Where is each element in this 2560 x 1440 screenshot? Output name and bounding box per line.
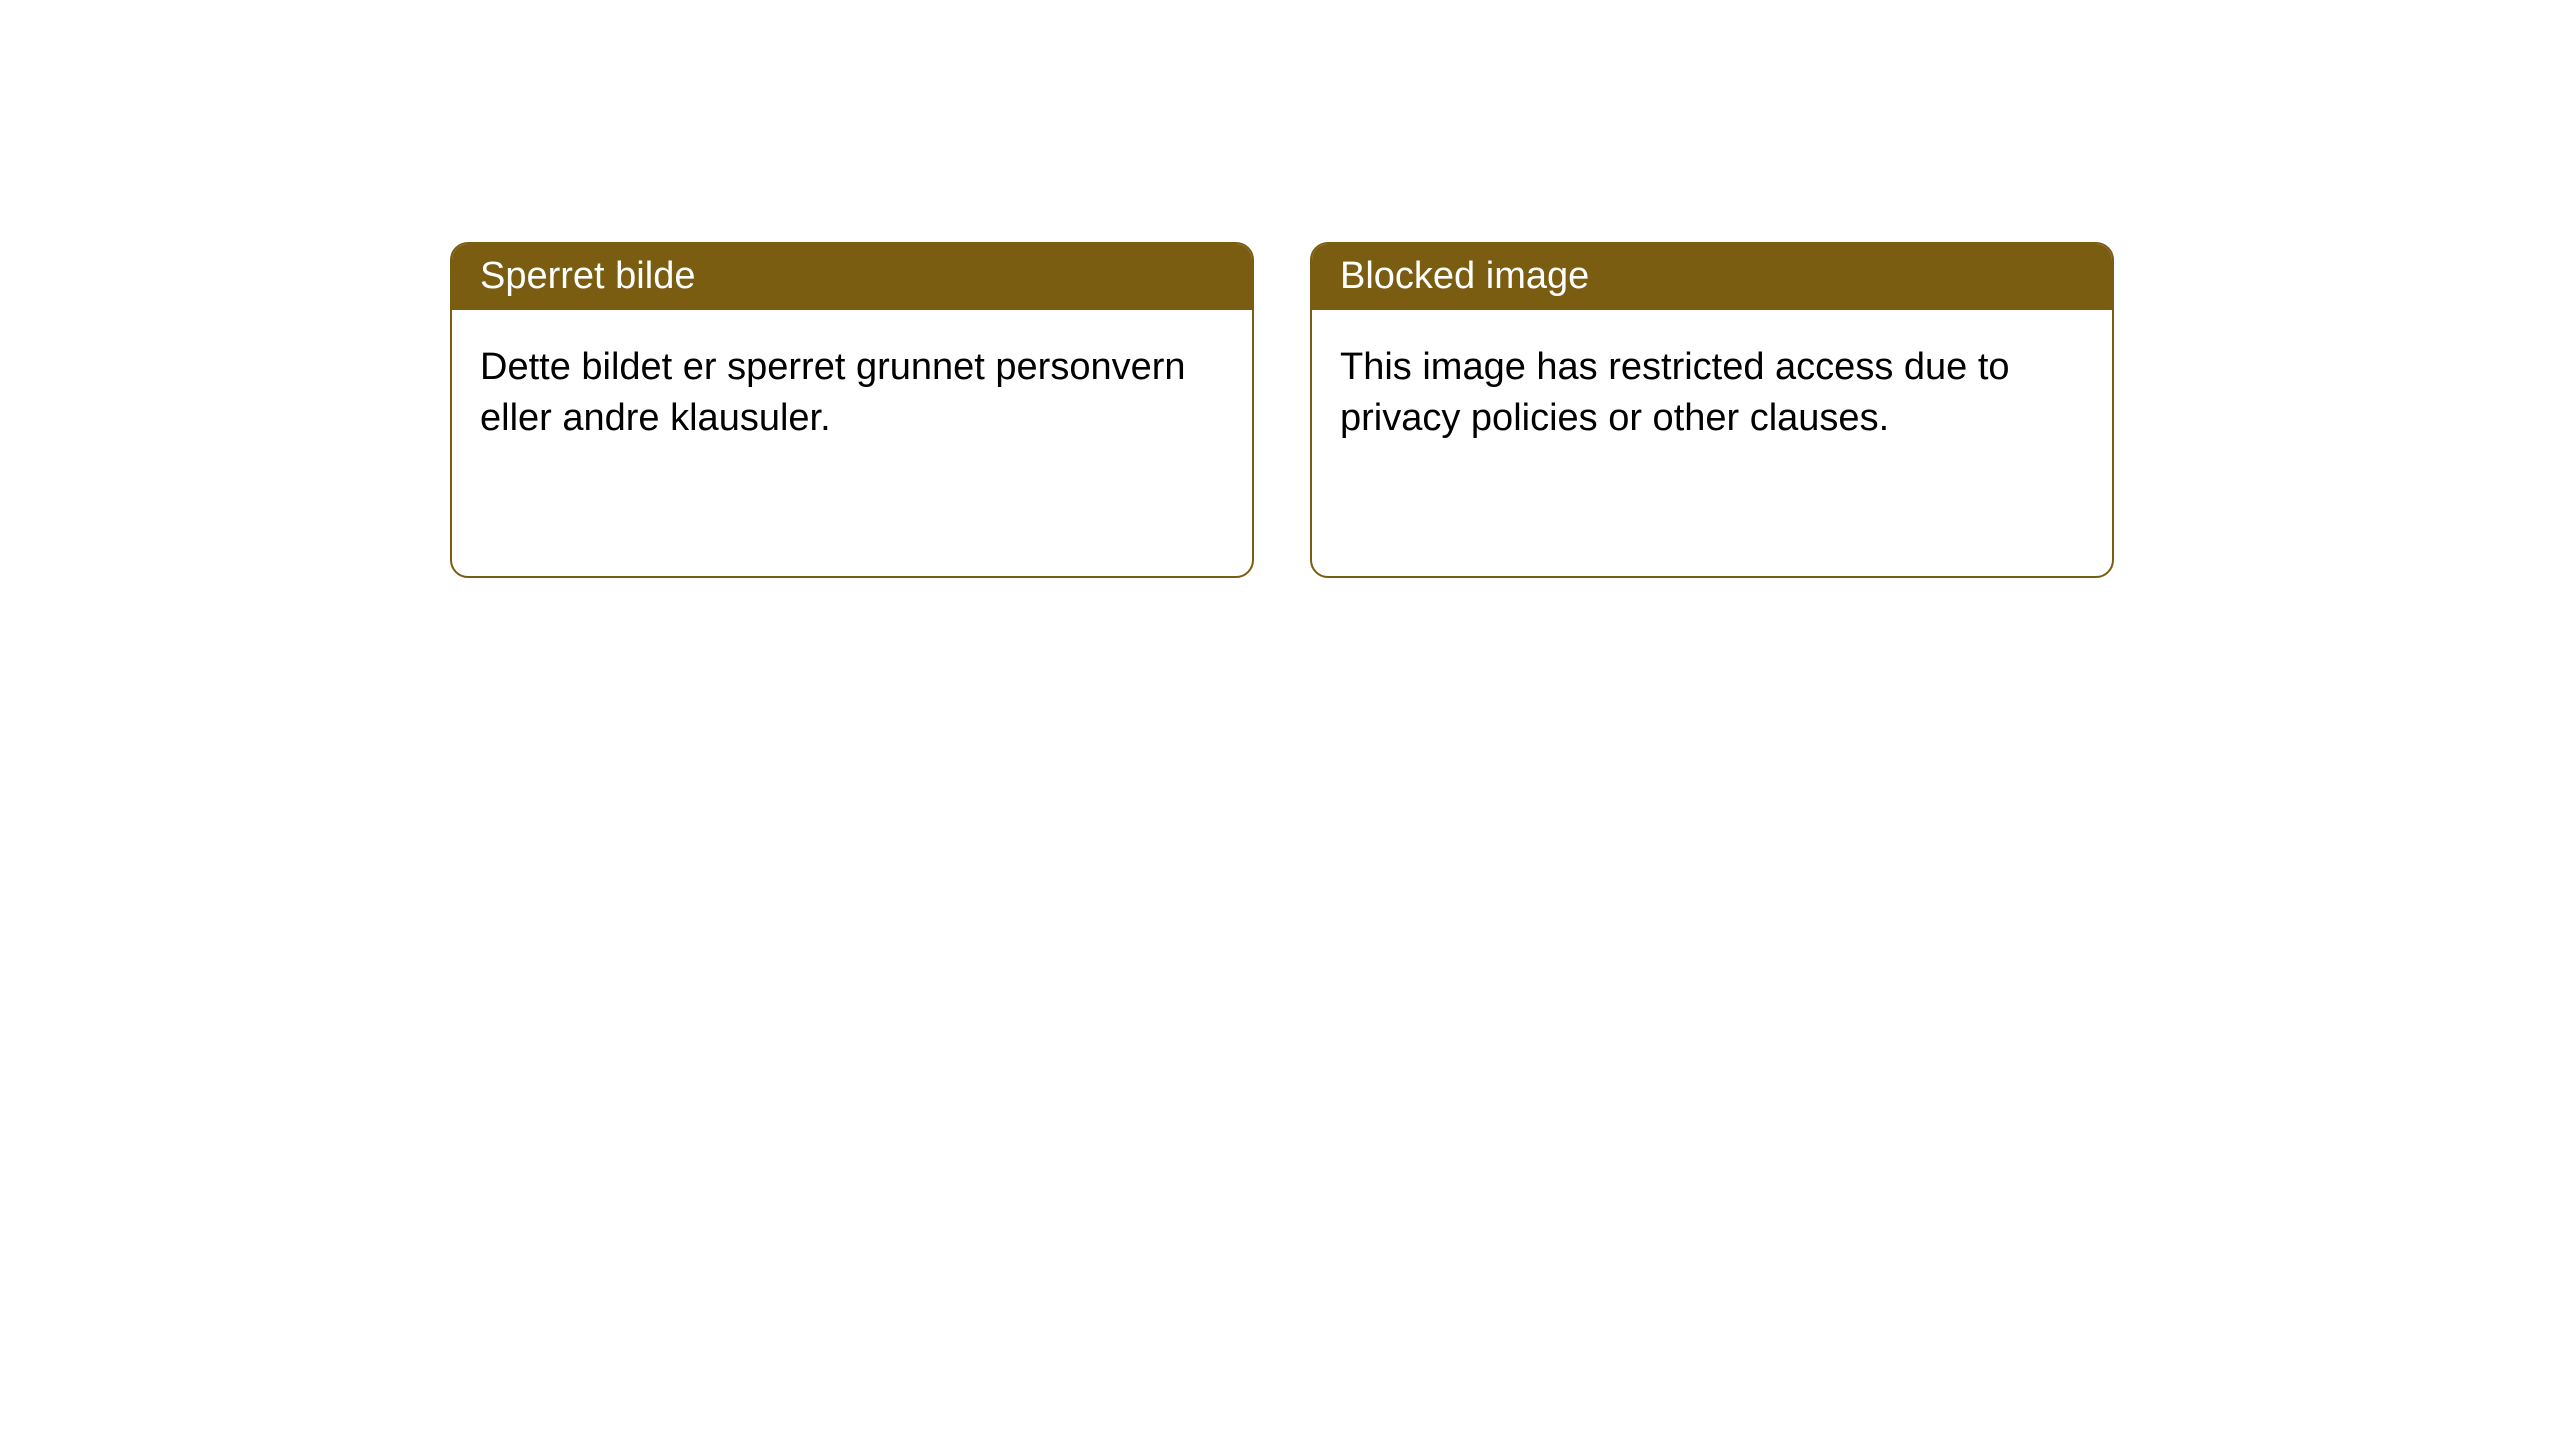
notice-card-body: This image has restricted access due to … [1312, 310, 2112, 477]
notice-card-title: Sperret bilde [452, 244, 1252, 310]
notice-card-body: Dette bildet er sperret grunnet personve… [452, 310, 1252, 477]
notice-card-title: Blocked image [1312, 244, 2112, 310]
notice-card-english: Blocked image This image has restricted … [1310, 242, 2114, 578]
notice-container: Sperret bilde Dette bildet er sperret gr… [0, 0, 2560, 578]
notice-card-norwegian: Sperret bilde Dette bildet er sperret gr… [450, 242, 1254, 578]
